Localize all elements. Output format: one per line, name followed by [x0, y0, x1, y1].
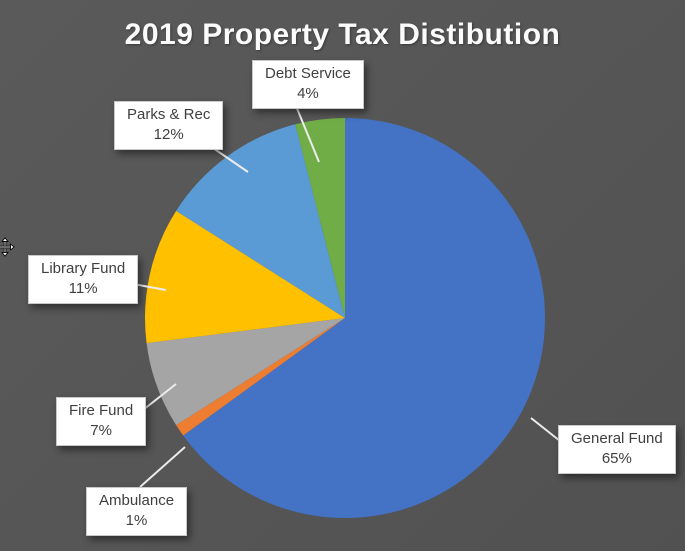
slice-percent: 11% [68, 280, 98, 297]
slice-percent: 7% [90, 422, 112, 439]
callout-ambulance[interactable]: Ambulance 1% [86, 487, 188, 536]
slice-label: Library Fund [41, 260, 126, 277]
pie-slice-debt-service[interactable] [295, 118, 345, 318]
slice-label: General Fund [571, 430, 663, 447]
callout-leader-line [132, 283, 167, 291]
callout-fire-fund[interactable]: Fire Fund 7% [56, 397, 147, 446]
chart-title: 2019 Property Tax Distibution [124, 18, 561, 51]
callout-general-fund[interactable]: General Fund 65% [558, 425, 676, 474]
slice-percent: 12% [153, 126, 184, 143]
pie-slice-general-fund[interactable] [183, 118, 546, 518]
callout-parks-and-rec[interactable]: Parks & Rec 12% [114, 101, 224, 150]
callout-leader-line [139, 446, 186, 488]
callout-leader-line [530, 417, 561, 442]
slice-label: Ambulance [99, 492, 175, 509]
slice-label: Debt Service [265, 65, 351, 82]
slice-label: Fire Fund [69, 402, 134, 419]
callout-debt-service[interactable]: Debt Service 4% [252, 60, 364, 109]
pie-slice-parks-rec[interactable] [176, 124, 345, 318]
slice-percent: 65% [601, 450, 632, 467]
pie-slice-ambulance[interactable] [176, 318, 345, 436]
callout-library-fund[interactable]: Library Fund 11% [28, 255, 139, 304]
callout-leader-line [142, 383, 177, 411]
pie-slice-fire-fund[interactable] [146, 318, 345, 426]
move-cursor-icon [0, 237, 15, 257]
slice-percent: 4% [297, 85, 319, 102]
pie-slice-library-fund[interactable] [145, 210, 345, 344]
slice-percent: 1% [125, 512, 148, 529]
callout-leader-line [295, 105, 320, 163]
callout-leader-line [212, 147, 249, 173]
slice-label: Parks & Rec [127, 106, 211, 123]
